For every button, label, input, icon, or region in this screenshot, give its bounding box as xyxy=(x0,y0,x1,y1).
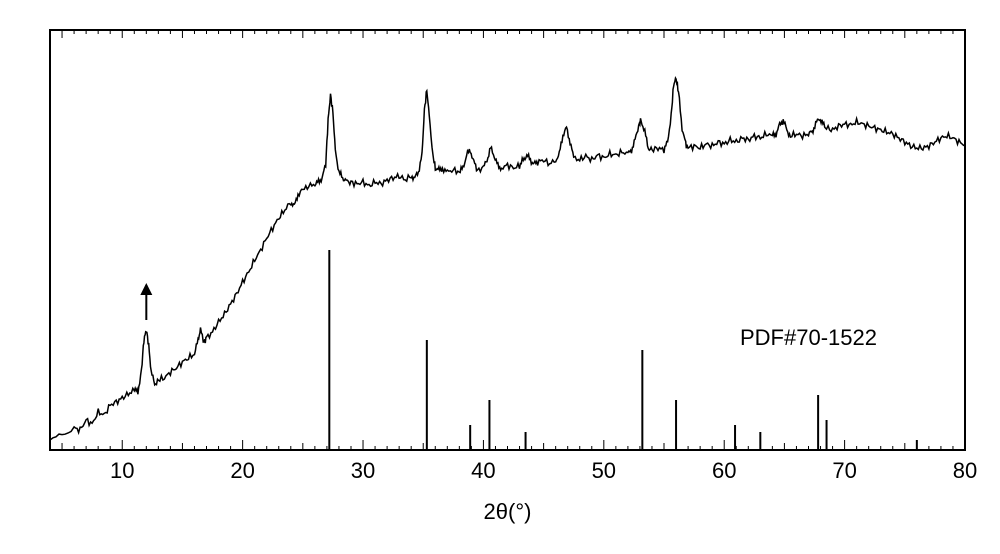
x-tick-label: 80 xyxy=(953,458,977,483)
reference-card-label: PDF#70-1522 xyxy=(740,325,877,350)
x-tick-label: 20 xyxy=(230,458,254,483)
x-tick-label: 10 xyxy=(110,458,134,483)
xrd-curve xyxy=(50,78,965,440)
xrd-chart: 10 20 30 40 50 60 70 80 2θ(°) PDF#70-1522 xyxy=(20,20,980,534)
plot-border xyxy=(50,30,965,450)
arrow-head xyxy=(140,283,152,295)
chart-svg: 10 20 30 40 50 60 70 80 2θ(°) PDF#70-1522 xyxy=(20,20,980,534)
x-tick-label: 30 xyxy=(351,458,375,483)
x-tick-label: 40 xyxy=(471,458,495,483)
x-axis-label: 2θ(°) xyxy=(484,499,532,524)
x-tick-label: 70 xyxy=(832,458,856,483)
x-tick-label: 50 xyxy=(592,458,616,483)
x-tick-label: 60 xyxy=(712,458,736,483)
